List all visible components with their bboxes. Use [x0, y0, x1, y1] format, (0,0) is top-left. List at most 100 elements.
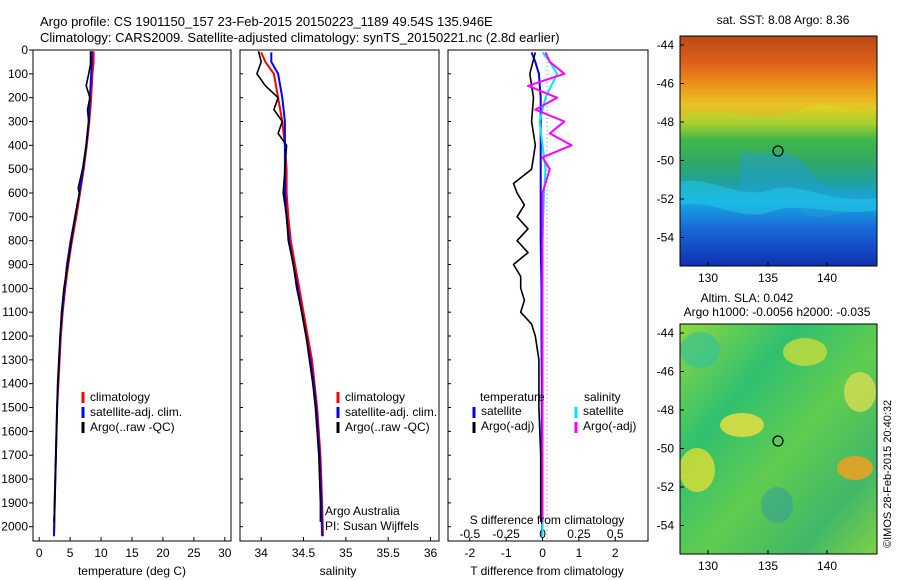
legend-label: Argo(-adj): [481, 419, 534, 433]
sla-blob-yellow-3: [783, 338, 827, 366]
legend-label: Argo(..raw -QC): [90, 420, 175, 434]
sla-map-frame: [679, 323, 878, 555]
depth-tick-label: 700: [8, 210, 28, 224]
salinity-panel: 34 34.5 35 35.5 36 climatologysatellite-adj.…: [239, 49, 440, 578]
sla-blob-orange: [837, 456, 873, 480]
sla-latitude-axis: -44 -46 -48 -50 -52 -54: [657, 326, 684, 533]
x-tick-label: 34.5: [292, 546, 316, 560]
sla-longitude-axis: 130 135 140: [698, 550, 837, 573]
x-tick-label: 20: [156, 546, 170, 560]
s-tick-label: 0.5: [607, 527, 624, 541]
legend-label: Argo(..raw -QC): [345, 420, 430, 434]
sla-blob-yellow-1: [720, 413, 764, 437]
sst-longitude-axis: 130 135 140: [698, 262, 837, 285]
lat-tick-label: -52: [657, 480, 675, 494]
legend-label: satellite-adj. clim.: [90, 405, 182, 419]
credit-argo-australia: Argo Australia: [325, 504, 400, 518]
sla-blob-yellow-4: [844, 372, 876, 412]
x-tick-label: 15: [125, 546, 139, 560]
x-tick-label: 5: [67, 546, 74, 560]
lat-tick-label: -44: [657, 326, 675, 340]
depth-tick-label: 1500: [1, 401, 28, 415]
legend-header-salinity: salinity: [584, 390, 621, 404]
lat-tick-label: -50: [657, 154, 675, 168]
sla-argo-marker: [772, 435, 784, 447]
depth-tick-label: 1400: [1, 377, 28, 391]
legend-label: satellite: [481, 404, 522, 418]
sla-blob-yellow-2: [680, 448, 715, 492]
lat-tick-label: -46: [657, 77, 675, 91]
depth-tick-label: 1200: [1, 329, 28, 343]
depth-axis: 0 100 200 300 400 500 600 700 800 900 1000 1100 1200…: [1, 43, 28, 534]
s-tick-label: -0.25: [493, 527, 521, 541]
salinity-plot-frame: [239, 49, 440, 542]
legend-label: climatology: [90, 390, 150, 404]
depth-tick-label: 900: [8, 258, 28, 272]
depth-tick-label: 1000: [1, 281, 28, 295]
x-tick-label: 0: [539, 546, 546, 560]
series-line: [53, 51, 92, 522]
temperature-x-label: temperature (deg C): [78, 564, 186, 578]
sst-map-frame: [679, 35, 878, 267]
depth-tick-label: 600: [8, 186, 28, 200]
lon-tick-label: 135: [758, 271, 778, 285]
series-line: [512, 52, 542, 522]
series-line: [527, 51, 573, 522]
legend-label: Argo(-adj): [583, 419, 636, 433]
depth-tick-label: 2000: [1, 520, 28, 534]
difference-plot-frame: [447, 49, 649, 542]
lat-tick-label: -52: [657, 192, 675, 206]
x-tick-label: -1: [501, 546, 512, 560]
x-tick-label: 10: [94, 546, 108, 560]
sla-blob-cyan: [680, 332, 720, 368]
x-tick-label: 30: [218, 546, 232, 560]
x-tick-label: 34: [254, 546, 268, 560]
x-tick-label: 35: [339, 546, 353, 560]
sla-blob-blue: [761, 487, 793, 523]
x-tick-label: 25: [187, 546, 201, 560]
depth-tick-label: 1800: [1, 472, 28, 486]
salinity-x-label: salinity: [320, 564, 357, 578]
x-tick-label: 36: [424, 546, 438, 560]
sst-map-title: sat. SST: 8.08 Argo: 8.36: [717, 13, 850, 27]
x-tick-label: 0: [36, 546, 43, 560]
temperature-panel: 0100200300400500600700800900100011001200…: [1, 43, 232, 578]
credit-pi: PI: Susan Wijffels: [325, 519, 419, 533]
x-tick-label: 1: [576, 546, 583, 560]
lat-tick-label: -54: [657, 231, 675, 245]
x-tick-label: 2: [612, 546, 619, 560]
lon-tick-label: 140: [817, 271, 837, 285]
difference-legend: temperature salinitysatelliteArgo(-adj)sa…: [472, 390, 636, 433]
depth-tick-label: 1600: [1, 424, 28, 438]
t-difference-x-axis: -2 -1 0 1 2: [464, 537, 619, 560]
s-tick-label: -0.5: [459, 527, 480, 541]
sla-map: Altim. SLA: 0.042 Argo h1000: -0.0056 h2…: [657, 291, 878, 573]
s-tick-label: 0.25: [567, 527, 591, 541]
depth-tick-label: 800: [8, 234, 28, 248]
legend-header-temperature: temperature: [480, 390, 545, 404]
lon-tick-label: 130: [698, 559, 718, 573]
x-tick-label: 35.5: [377, 546, 401, 560]
lon-tick-label: 140: [817, 559, 837, 573]
depth-tick-label: 1700: [1, 448, 28, 462]
imos-credit: ©IMOS 28-Feb-2015 20:40:32: [882, 400, 894, 548]
salinity-x-axis: 34 34.5 35 35.5 36: [254, 537, 438, 560]
depth-tick-label: 200: [8, 91, 28, 105]
x-tick-label: -2: [464, 546, 475, 560]
depth-tick-label: 300: [8, 115, 28, 129]
sst-map: sat. SST: 8.08 Argo: 8.36 -44 -46 -48 -50 -5…: [657, 13, 878, 285]
lon-tick-label: 130: [698, 271, 718, 285]
series-line: [256, 51, 322, 522]
sst-argo-marker: [772, 145, 784, 157]
difference-panel: -2 -1 0 1 2 -0.5 -0.25 0 0.25 0.5 temperature sal…: [447, 49, 649, 578]
temperature-x-axis: 0 5 10 15 20 25 30: [36, 537, 232, 560]
depth-tick-label: 1100: [2, 305, 28, 319]
sst-field: [680, 36, 877, 266]
s-difference-label: S difference from climatology: [470, 513, 625, 527]
lat-tick-label: -48: [657, 115, 675, 129]
lat-tick-label: -46: [657, 365, 675, 379]
lat-tick-label: -50: [657, 442, 675, 456]
sst-warm-tongue: [680, 36, 877, 118]
legend-label: satellite-adj. clim.: [345, 405, 437, 419]
